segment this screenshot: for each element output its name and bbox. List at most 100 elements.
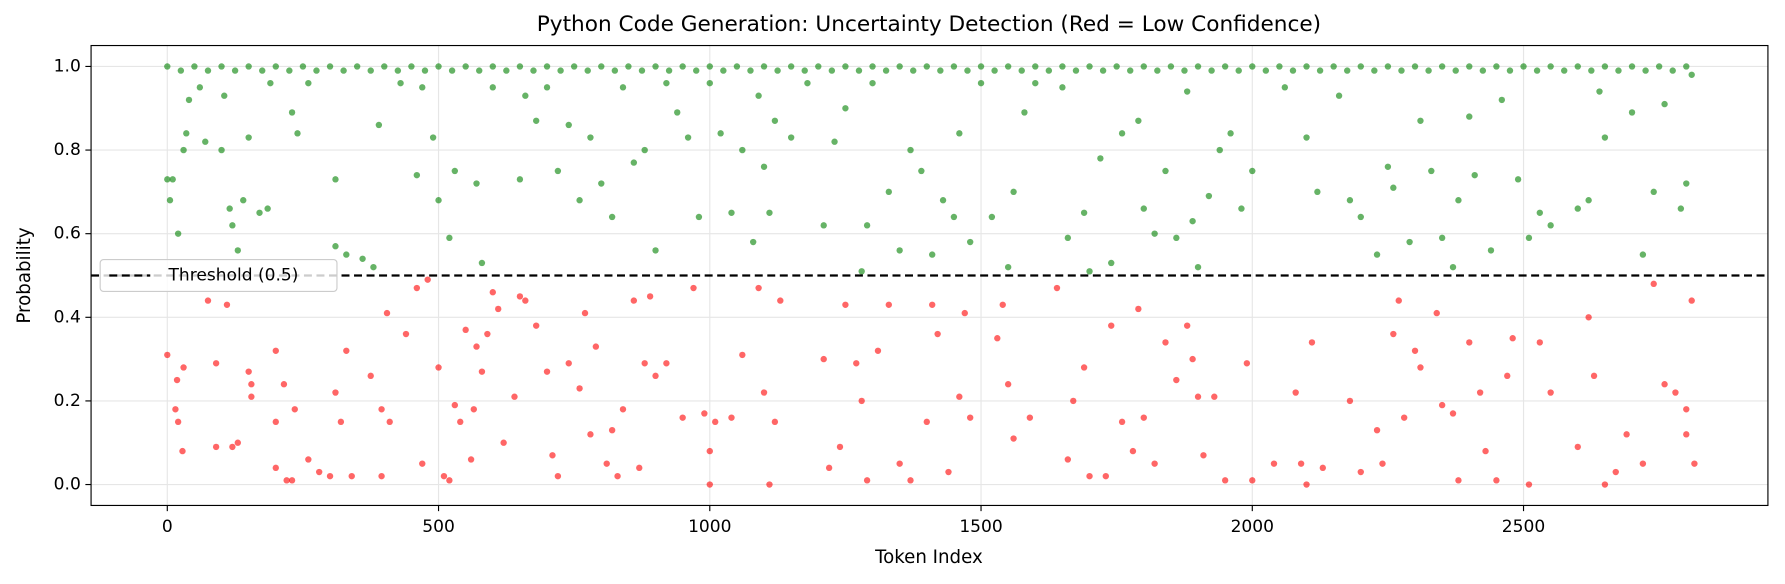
point: [1021, 109, 1028, 116]
point: [1289, 67, 1297, 74]
x-tick-label: 2500: [1502, 517, 1545, 537]
point: [1205, 192, 1213, 200]
marks: [91, 63, 1768, 488]
point: [440, 472, 448, 480]
point: [1249, 477, 1256, 484]
point: [1235, 67, 1242, 74]
point: [706, 447, 713, 455]
point: [226, 205, 233, 212]
point: [348, 472, 355, 480]
point: [1455, 197, 1462, 204]
point: [937, 67, 944, 74]
point: [939, 197, 947, 204]
point: [630, 159, 638, 166]
point: [1151, 230, 1158, 237]
point: [755, 92, 762, 99]
point: [1099, 67, 1107, 74]
point: [1623, 431, 1630, 438]
point: [1628, 109, 1636, 116]
point: [1032, 79, 1039, 87]
point: [1661, 381, 1668, 388]
legend: Threshold (0.5): [99, 258, 338, 293]
point: [991, 67, 998, 74]
point: [503, 67, 510, 74]
point: [907, 146, 914, 154]
point: [1373, 427, 1381, 434]
point: [853, 360, 860, 367]
x-tick-label: 0: [162, 517, 173, 537]
point: [1509, 335, 1516, 342]
point: [402, 330, 410, 338]
point: [245, 134, 252, 141]
point: [1032, 63, 1039, 70]
point: [1140, 414, 1147, 421]
point: [1411, 347, 1419, 354]
point: [1208, 67, 1215, 74]
point: [1297, 460, 1305, 467]
point: [1449, 263, 1457, 271]
point: [240, 197, 247, 204]
point: [961, 309, 968, 317]
point: [1373, 251, 1381, 258]
point: [608, 427, 616, 434]
point: [1140, 205, 1147, 212]
point: [1438, 63, 1446, 70]
point: [1010, 188, 1017, 196]
point: [554, 472, 562, 480]
point: [907, 477, 914, 484]
point: [204, 297, 212, 304]
point: [413, 284, 421, 292]
point: [305, 456, 312, 463]
point: [421, 67, 429, 74]
point: [1118, 130, 1126, 137]
point: [896, 63, 903, 70]
point: [570, 63, 578, 70]
point: [543, 63, 551, 70]
point: [413, 171, 421, 179]
point: [1162, 339, 1169, 346]
point: [863, 222, 871, 229]
point: [1639, 251, 1647, 258]
point: [1596, 88, 1603, 95]
point: [1574, 205, 1581, 212]
point: [264, 205, 271, 212]
point: [185, 96, 193, 104]
point: [1303, 134, 1310, 141]
point: [259, 67, 266, 74]
point: [733, 63, 741, 70]
point: [169, 176, 176, 183]
point: [221, 92, 228, 99]
point: [1479, 67, 1487, 74]
point: [204, 67, 212, 74]
point: [446, 234, 453, 242]
point: [489, 63, 496, 70]
point: [1004, 263, 1012, 271]
point: [378, 406, 385, 413]
point: [1650, 188, 1657, 196]
point: [245, 368, 252, 375]
point: [641, 146, 648, 154]
point: [332, 389, 339, 396]
point: [1395, 297, 1402, 304]
point: [381, 63, 388, 70]
point: [1590, 372, 1598, 380]
point: [1520, 63, 1527, 70]
point: [397, 79, 404, 87]
point: [462, 63, 469, 70]
point: [457, 418, 464, 426]
point: [1189, 217, 1196, 225]
point: [858, 268, 865, 275]
point: [603, 460, 610, 467]
point: [885, 188, 892, 196]
point: [370, 263, 377, 271]
point: [1080, 364, 1088, 371]
point: [500, 439, 507, 446]
point: [695, 213, 703, 221]
point: [608, 213, 616, 221]
point: [557, 67, 564, 74]
point: [1390, 184, 1397, 191]
point: [1655, 63, 1663, 70]
point: [1238, 205, 1245, 212]
point: [1398, 67, 1405, 74]
